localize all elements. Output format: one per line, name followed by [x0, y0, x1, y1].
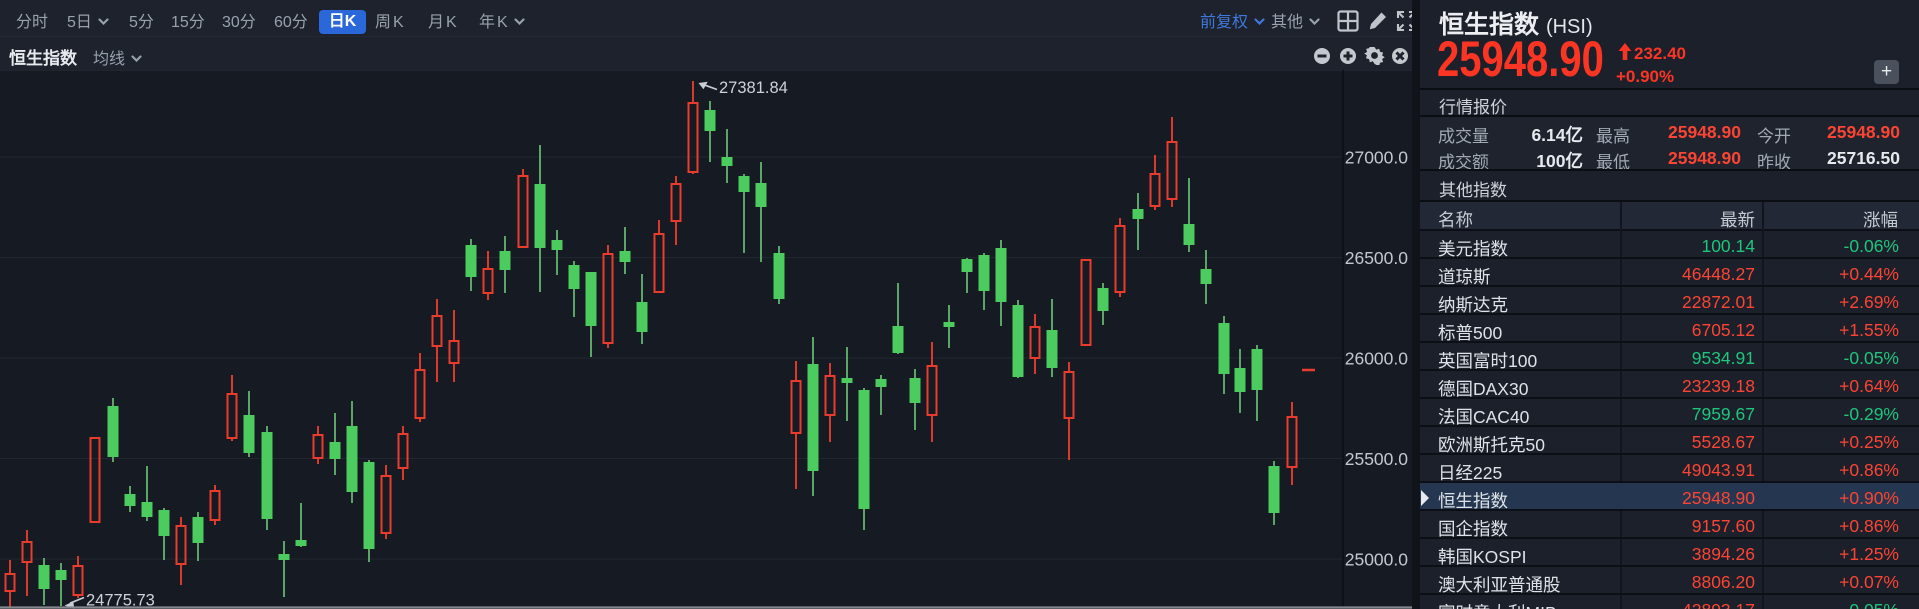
svg-text:25500.0: 25500.0: [1345, 449, 1409, 469]
svg-text:27000.0: 27000.0: [1345, 148, 1409, 168]
svg-text:26000.0: 26000.0: [1345, 349, 1409, 369]
svg-text:27381.84: 27381.84: [719, 79, 788, 97]
svg-text:25000.0: 25000.0: [1345, 550, 1409, 570]
svg-text:26500.0: 26500.0: [1345, 248, 1409, 268]
svg-text:24775.73: 24775.73: [86, 592, 155, 609]
